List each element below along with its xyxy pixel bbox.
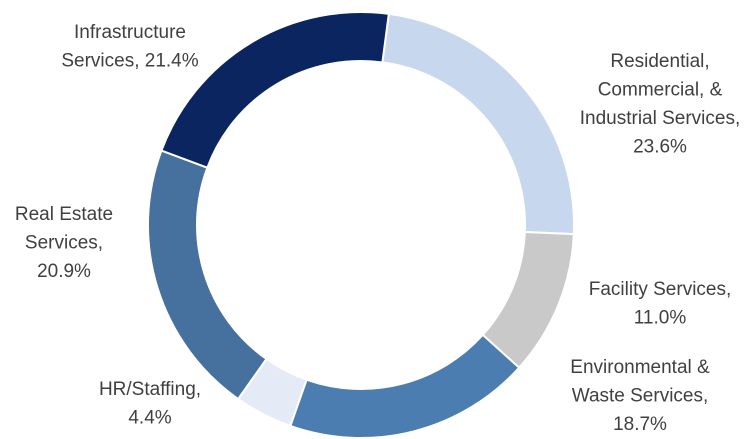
slice-label: 18.7% [613,414,667,435]
slice-label: Residential, [610,51,709,72]
slice-label: 11.0% [634,308,687,329]
slice-label: Facility Services, [589,279,732,300]
slice-label: Real Estate [15,204,113,225]
donut-slice [289,333,521,439]
donut-slice [147,149,268,401]
slice-label: Infrastructure [74,22,186,43]
slice-label: 4.4% [128,408,171,429]
donut-slice [381,12,575,236]
slice-label: Environmental & [570,357,710,378]
donut-slice [160,11,390,169]
slice-label: Waste Services, [572,386,709,407]
slice-label: Commercial, & [598,80,723,101]
slice-label: HR/Staffing, [99,379,201,400]
slice-label: 20.9% [37,261,91,282]
slice-label: 23.6% [633,137,687,158]
slice-label: Services, [25,233,103,254]
slice-label: Industrial Services, [580,108,741,129]
slice-label: Services, 21.4% [61,51,198,72]
